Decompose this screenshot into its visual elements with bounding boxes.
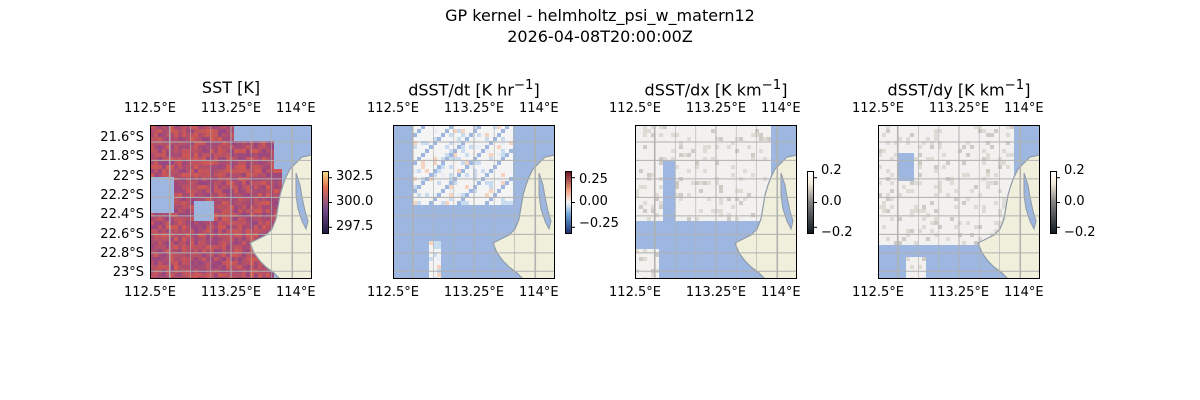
map-sst: [150, 125, 312, 279]
lat-tick: 22.2°S: [100, 187, 144, 203]
lon-tick-top: 112.5°E: [609, 101, 661, 116]
lon-tick-bot: 113.25°E: [443, 285, 505, 300]
colorbar-dsst-dy: [1050, 171, 1062, 239]
colorbar-tick: −0.2: [1064, 225, 1096, 240]
lat-tick: 22°S: [112, 168, 144, 184]
lon-tick-top: 112.5°E: [124, 101, 176, 116]
lon-tick-top: 114°E: [276, 101, 316, 116]
lon-tick-bot: 112.5°E: [609, 285, 661, 300]
colorbar-tick: 300.0: [336, 194, 374, 209]
panel-title-dsst-dy: dSST/dy [K km−1]: [887, 78, 1031, 100]
lon-tick-top: 112.5°E: [367, 101, 419, 116]
lon-tick-bot: 112.5°E: [124, 285, 176, 300]
lon-tick-bot: 112.5°E: [367, 285, 419, 300]
lon-tick-top: 114°E: [1004, 101, 1044, 116]
coastal-inlet: [538, 172, 552, 231]
lon-tick-top: 113.25°E: [685, 101, 747, 116]
coastal-inlet: [1023, 172, 1037, 231]
lon-tick-top: 113.25°E: [200, 101, 262, 116]
colorbar-tick: −0.2: [821, 225, 853, 240]
coastal-inlet: [295, 172, 309, 231]
map-grid: [393, 125, 555, 279]
data-cells: [413, 125, 513, 279]
colorbar-tick: 0.2: [1064, 163, 1085, 178]
panel-title-dsst-dt: dSST/dt [K hr−1]: [408, 78, 540, 100]
lat-tick: 23°S: [112, 265, 144, 281]
colorbar-tick: −0.25: [579, 215, 619, 231]
colorbar-dsst-dt: [565, 171, 577, 239]
colorbar-dsst-dx: [807, 171, 819, 239]
data-cells: [150, 125, 282, 279]
lon-tick-bot: 114°E: [276, 285, 316, 300]
coastal-inlet: [780, 172, 794, 231]
lon-tick-top: 114°E: [761, 101, 801, 116]
lat-tick: 21.8°S: [100, 149, 144, 165]
colorbar-sst: [322, 171, 334, 239]
map-grid: [878, 125, 1040, 279]
lon-tick-top: 113.25°E: [443, 101, 505, 116]
lat-tick: 22.4°S: [100, 207, 144, 223]
lon-tick-bot: 113.25°E: [685, 285, 747, 300]
lon-tick-bot: 113.25°E: [200, 285, 262, 300]
colorbar-tick: 297.5: [336, 218, 374, 234]
lat-tick: 21.6°S: [100, 130, 144, 145]
lon-tick-top: 114°E: [519, 101, 559, 116]
figure-subtitle: 2026-04-08T20:00:00Z: [507, 27, 693, 46]
colorbar-tick: 0.0: [1064, 194, 1085, 209]
map-dsst-dy: [878, 125, 1040, 279]
colorbar-tick: 302.5: [336, 169, 374, 185]
lon-tick-top: 113.25°E: [928, 101, 990, 116]
panel-title-dsst-dx: dSST/dx [K km−1]: [644, 78, 788, 100]
lon-tick-bot: 113.25°E: [928, 285, 990, 300]
colorbar-tick: 0.2: [821, 163, 842, 178]
lon-tick-bot: 114°E: [1004, 285, 1044, 300]
lat-tick: 22.8°S: [100, 245, 144, 261]
lat-tick: 22.6°S: [100, 226, 144, 242]
map-dsst-dx: [635, 125, 797, 279]
map-dsst-dt: [393, 125, 555, 279]
lon-tick-bot: 114°E: [519, 285, 559, 300]
data-cells: [635, 125, 771, 279]
map-grid: [635, 125, 797, 279]
map-grid: [150, 125, 312, 279]
figure-title: GP kernel - helmholtz_psi_w_matern12: [445, 6, 755, 25]
lon-tick-top: 112.5°E: [852, 101, 904, 116]
colorbar-tick: 0.0: [821, 194, 842, 209]
lon-tick-bot: 114°E: [761, 285, 801, 300]
panel-title-sst: SST [K]: [201, 78, 261, 97]
colorbar-tick: 0.25: [579, 172, 608, 188]
colorbar-tick: 0.00: [579, 194, 608, 209]
lon-tick-bot: 112.5°E: [852, 285, 904, 300]
